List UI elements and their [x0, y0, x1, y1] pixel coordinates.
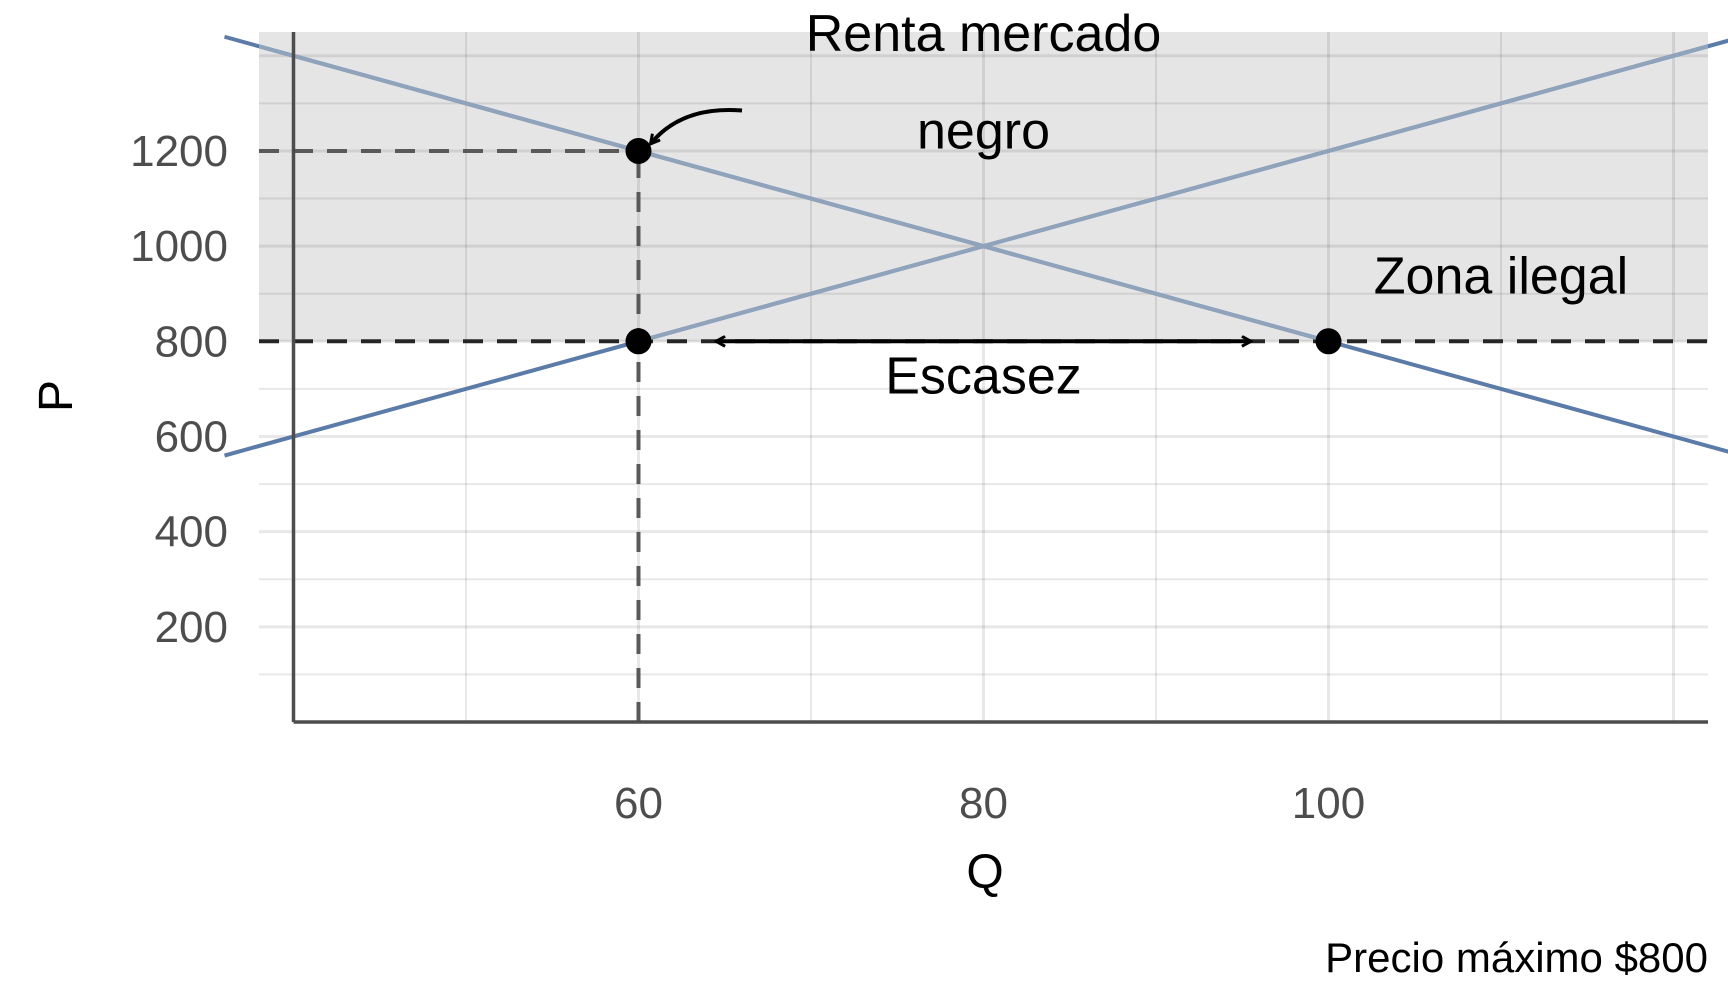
axes [291, 32, 1708, 724]
x-tick-label: 100 [1292, 779, 1365, 828]
x-tick-labels: 60 80 100 [614, 779, 1365, 828]
shaded-region [259, 32, 1708, 342]
caption: Precio máximo $800 [1325, 934, 1708, 981]
annotation: Escasez [885, 348, 1082, 406]
series-lines [223, 34, 1728, 458]
y-tick-label: 200 [155, 603, 228, 652]
y-tick-label: 400 [155, 508, 228, 557]
x-tick-label: 60 [614, 779, 663, 828]
series-line-tint [630, 44, 1708, 342]
y-tick-labels: 200 400 600 800 1000 1200 [130, 127, 228, 652]
y-tick-label: 1000 [130, 222, 228, 271]
annotation: Renta mercado [806, 5, 1162, 63]
y-tick-label: 1200 [130, 127, 228, 176]
data-point [625, 328, 652, 355]
x-tick-label: 80 [959, 779, 1008, 828]
data-point [1315, 328, 1342, 355]
arrows [651, 107, 1251, 341]
curved-arrow [651, 107, 743, 144]
annotations: Renta mercado negro Zona ilegal Escasez [806, 5, 1628, 406]
x-axis-title: Q [966, 846, 1003, 899]
y-axis-title: P [30, 380, 83, 412]
points [625, 137, 1342, 355]
data-point [625, 137, 652, 164]
y-tick-label: 600 [155, 412, 228, 461]
y-tick-label: 800 [155, 317, 228, 366]
annotation: negro [917, 103, 1050, 161]
annotation: Zona ilegal [1374, 248, 1628, 306]
